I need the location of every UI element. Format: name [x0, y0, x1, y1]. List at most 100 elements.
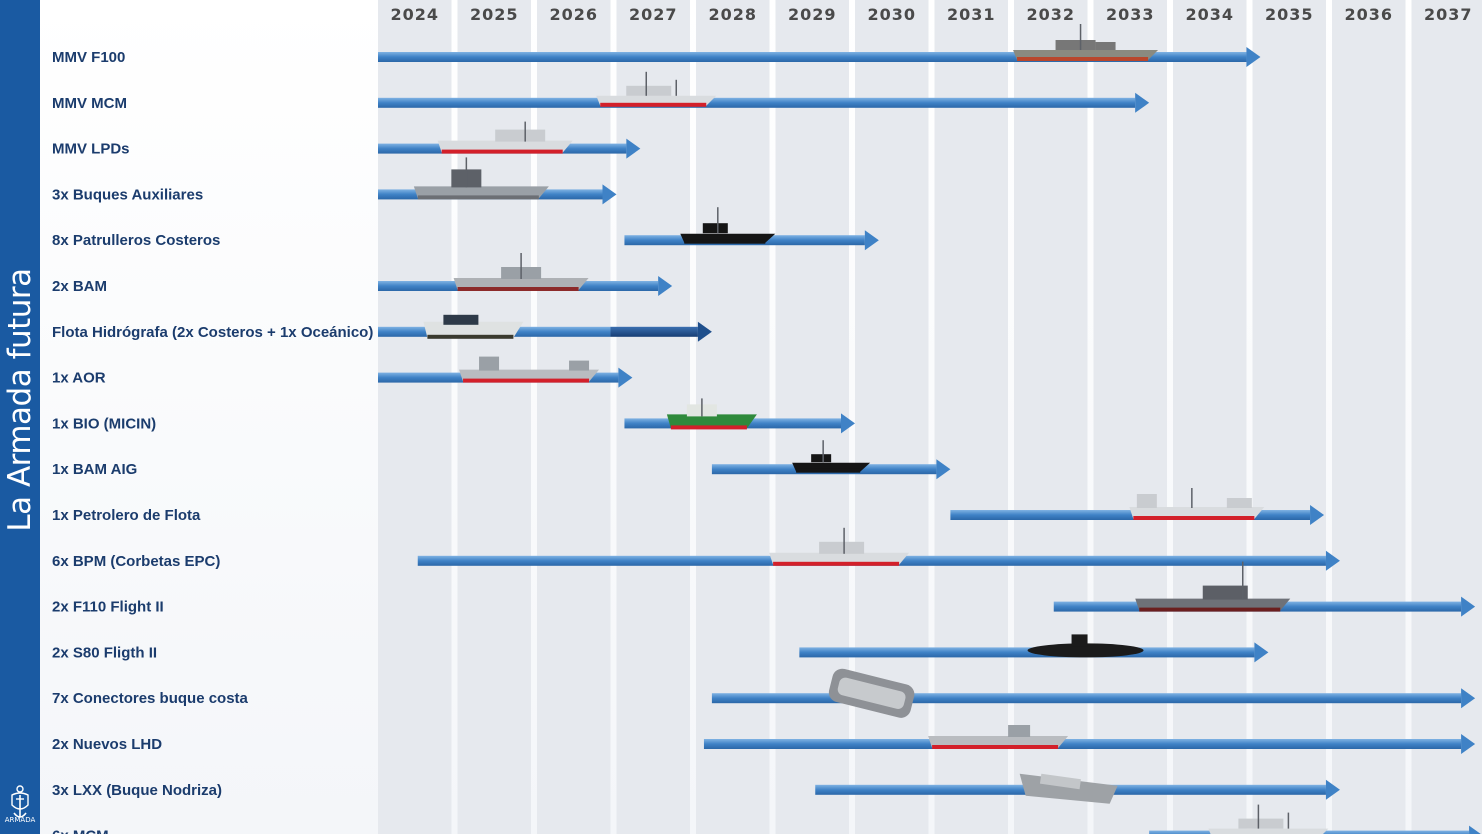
- year-column-2026: [537, 0, 611, 834]
- program-row: 6x BPM (Corbetas EPC): [52, 527, 1340, 571]
- program-row: 2x Nuevos LHD: [52, 725, 1476, 754]
- year-tick-2027: 2027: [629, 5, 678, 24]
- ship-bam-icon: [453, 253, 589, 291]
- program-label: 2x S80 Fligth II: [52, 644, 157, 661]
- program-row: 1x AOR: [52, 356, 633, 388]
- ship-lpd-icon: [437, 121, 573, 154]
- ship-landing_craft-icon: [828, 668, 915, 718]
- ship-f110-icon: [1135, 561, 1291, 612]
- timeline-arrowhead: [1254, 642, 1269, 663]
- timeline-arrowhead: [841, 413, 855, 434]
- program-label: 1x BIO (MICIN): [52, 415, 156, 432]
- program-label: MMV LPDs: [52, 141, 130, 158]
- program-label: 8x Patrulleros Costeros: [52, 232, 220, 249]
- ship-bam_silhouette-icon: [792, 440, 871, 473]
- year-column-2029: [775, 0, 849, 834]
- year-tick-2035: 2035: [1265, 5, 1314, 24]
- program-row: 6x MCM: [52, 804, 1481, 834]
- ship-patrol_silhouette-icon: [680, 207, 776, 244]
- year-tick-2030: 2030: [867, 5, 916, 24]
- program-row: 7x Conectores buque costa: [52, 668, 1476, 718]
- ship-minehunter-icon: [596, 71, 717, 107]
- timeline-bar-extension: [610, 326, 698, 337]
- year-tick-2024: 2024: [390, 5, 439, 24]
- year-column-2032: [1014, 0, 1088, 834]
- timeline-arrowhead: [864, 230, 879, 251]
- program-row: 2x F110 Flight II: [52, 561, 1476, 617]
- timeline-bar: [711, 693, 1462, 704]
- timeline-arrowhead: [1135, 92, 1150, 113]
- timeline-arrowhead: [1246, 47, 1261, 67]
- program-row: MMV F100: [52, 24, 1261, 67]
- program-row: MMV LPDs: [52, 121, 641, 159]
- program-label: 2x BAM: [52, 278, 107, 295]
- year-tick-2034: 2034: [1185, 5, 1234, 24]
- navy-emblem-icon: [11, 785, 29, 818]
- year-tick-2028: 2028: [708, 5, 757, 24]
- program-label: 2x F110 Flight II: [52, 599, 164, 616]
- timeline-bar: [378, 52, 1247, 62]
- program-label: 6x MCM: [52, 828, 109, 834]
- timeline-arrowhead: [618, 367, 633, 388]
- program-label: 6x BPM (Corbetas EPC): [52, 553, 220, 570]
- program-row: 3x Buques Auxiliares: [52, 157, 617, 205]
- timeline-bar: [378, 97, 1136, 108]
- year-tick-2037: 2037: [1424, 5, 1473, 24]
- timeline-arrowhead: [602, 184, 617, 205]
- year-tick-2025: 2025: [470, 5, 519, 24]
- year-column-2036: [1332, 0, 1406, 834]
- program-label: 1x Petrolero de Flota: [52, 507, 201, 524]
- year-tick-2033: 2033: [1106, 5, 1155, 24]
- ship-submarine-icon: [1027, 634, 1144, 658]
- ship-minehunter-icon: [1208, 804, 1329, 834]
- program-rows: MMV F100 MMV MCM MMV LPDs 3x Buques Auxilia…: [52, 24, 1481, 834]
- timeline-bar: [799, 647, 1255, 658]
- program-row: 2x S80 Fligth II: [52, 634, 1269, 663]
- ship-oiler-icon: [1129, 488, 1265, 520]
- program-label: 3x Buques Auxiliares: [52, 186, 203, 203]
- timeline-arrowhead: [1461, 596, 1476, 617]
- timeline-arrowhead: [1461, 688, 1476, 709]
- year-columns: [378, 0, 1482, 834]
- program-label: 2x Nuevos LHD: [52, 736, 162, 753]
- year-tick-2029: 2029: [788, 5, 837, 24]
- program-row: 1x Petrolero de Flota: [52, 488, 1325, 525]
- program-label: Flota Hidrógrafa (2x Costeros + 1x Oceán…: [52, 324, 373, 341]
- year-tick-2031: 2031: [947, 5, 996, 24]
- program-label: 1x AOR: [52, 370, 106, 387]
- program-row: 1x BAM AIG: [52, 440, 951, 480]
- timeline-arrowhead: [626, 138, 641, 159]
- ship-frigate-icon: [1013, 24, 1159, 61]
- emblem-label: ARMADA: [4, 816, 36, 824]
- ship-hydrographic-icon: [423, 314, 524, 339]
- timeline-arrowhead: [697, 321, 712, 342]
- program-label: MMV MCM: [52, 95, 127, 112]
- ship-mothership-icon: [1019, 773, 1118, 804]
- year-column-2035: [1252, 0, 1326, 834]
- year-tick-2026: 2026: [549, 5, 598, 24]
- ship-lhd-icon: [928, 725, 1069, 749]
- program-label: 7x Conectores buque costa: [52, 690, 249, 707]
- timeline-arrowhead: [1469, 825, 1481, 834]
- program-row: Flota Hidrógrafa (2x Costeros + 1x Oceán…: [52, 314, 712, 342]
- program-label: 3x LXX (Buque Nodriza): [52, 782, 222, 799]
- ship-aor-icon: [459, 356, 600, 383]
- year-tick-2032: 2032: [1026, 5, 1075, 24]
- program-row: 1x BIO (MICIN): [52, 398, 855, 434]
- year-column-2037: [1411, 0, 1482, 834]
- timeline-bar: [950, 510, 1311, 520]
- timeline-arrowhead: [1461, 734, 1476, 754]
- timeline-arrowhead: [658, 276, 673, 296]
- year-column-2034: [1173, 0, 1247, 834]
- ship-corvette-icon: [769, 527, 910, 566]
- timeline-bar: [703, 739, 1462, 749]
- ship-research-icon: [666, 398, 757, 430]
- year-column-2024: [378, 0, 452, 834]
- year-column-2033: [1093, 0, 1167, 834]
- year-column-2025: [457, 0, 531, 834]
- year-axis: 2024 2025 2026 2027 2028 2029 2030 2031 2032 2033…: [390, 5, 1473, 24]
- year-column-2031: [934, 0, 1008, 834]
- program-row: 2x BAM: [52, 253, 673, 296]
